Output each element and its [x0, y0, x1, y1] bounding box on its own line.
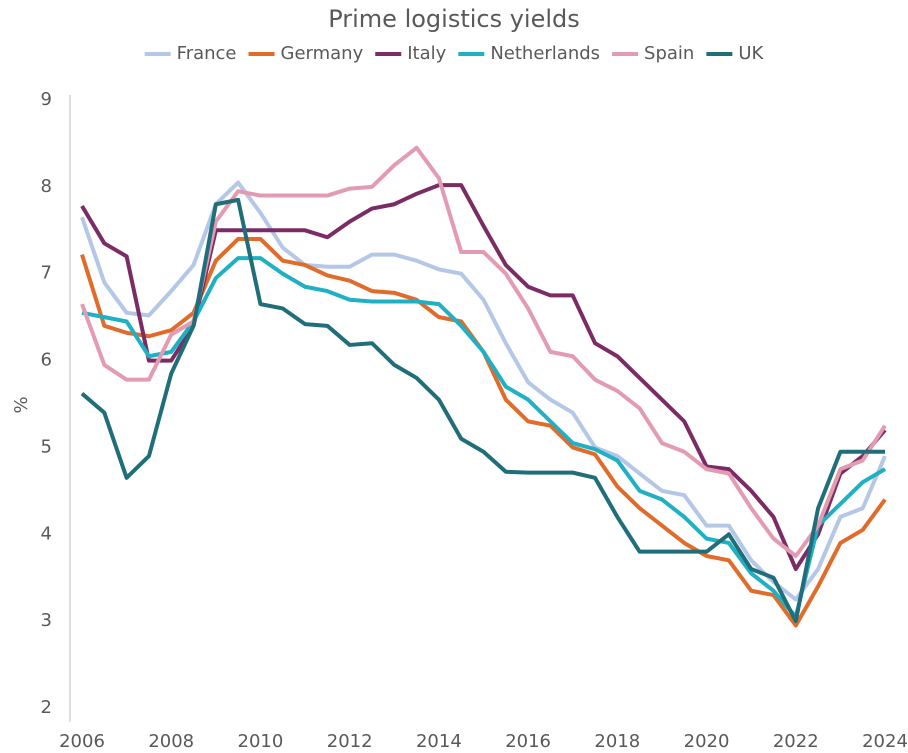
- y-tick-label: 2: [41, 697, 52, 718]
- x-tick-label: 2022: [773, 731, 819, 752]
- x-tick-label: 2008: [148, 731, 194, 752]
- y-tick-label: 8: [41, 176, 52, 197]
- x-tick-label: 2016: [505, 731, 551, 752]
- chart-title: Prime logistics yields: [328, 5, 580, 33]
- x-tick-label: 2018: [594, 731, 640, 752]
- x-tick-label: 2012: [327, 731, 373, 752]
- y-tick-label: 9: [41, 89, 52, 110]
- y-axis-label: %: [11, 396, 32, 413]
- series-line: [80, 180, 887, 602]
- legend-label: Germany: [281, 43, 364, 64]
- y-tick-label: 6: [41, 350, 52, 371]
- x-tick-label: 2010: [238, 731, 284, 752]
- x-tick-label: 2020: [684, 731, 730, 752]
- x-tick-label: 2006: [59, 731, 105, 752]
- legend-label: UK: [738, 43, 764, 64]
- x-tick-label: 2014: [416, 731, 462, 752]
- legend-label: Italy: [407, 43, 446, 64]
- y-tick-label: 5: [41, 436, 52, 457]
- y-tick-label: 4: [41, 523, 52, 544]
- y-tick-label: 7: [41, 263, 52, 284]
- series-line: [80, 145, 887, 558]
- series-line: [80, 197, 885, 624]
- legend-label: Spain: [644, 43, 694, 64]
- x-tick-label: 2024: [862, 731, 908, 752]
- y-tick-label: 3: [41, 610, 52, 631]
- legend-label: Netherlands: [490, 43, 600, 64]
- legend-label: France: [177, 43, 237, 64]
- series-line: [81, 256, 887, 619]
